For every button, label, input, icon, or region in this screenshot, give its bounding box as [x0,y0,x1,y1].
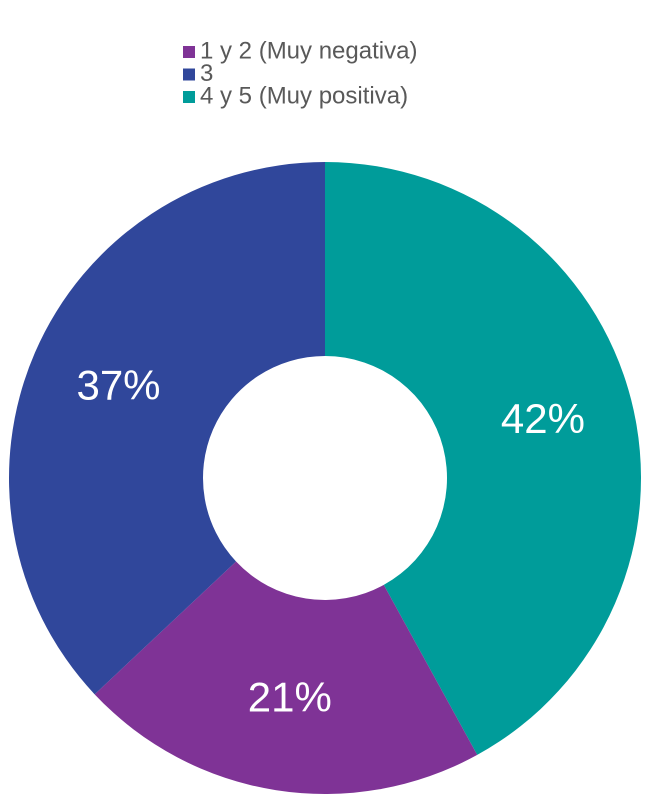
value-label: 42% [501,395,585,442]
legend-swatch [183,46,195,58]
value-label: 21% [248,673,332,720]
legend-swatch [183,91,195,103]
legend-swatch [183,68,195,81]
donut-slice [9,162,326,695]
legend-text: 3 [200,60,213,87]
donut-slice [94,561,478,794]
value-label: 37% [76,362,160,409]
legend-text: 4 y 5 (Muy positiva) [200,82,408,109]
donut-slice [325,162,642,755]
legend-text: 1 y 2 (Muy negativa) [200,37,417,64]
